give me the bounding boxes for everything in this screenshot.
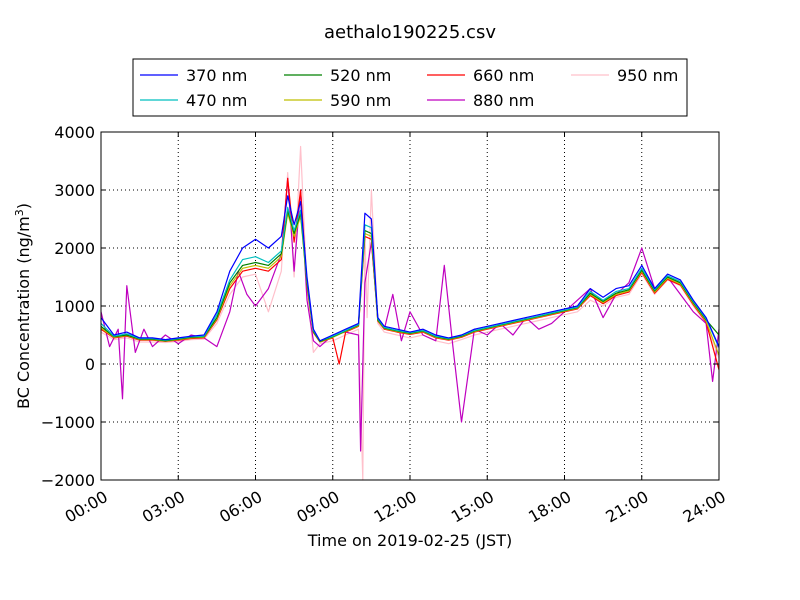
y-axis-label-text: BC Concentration (ng/m bbox=[14, 216, 33, 409]
legend-label: 370 nm bbox=[186, 66, 247, 85]
series-line-470-nm bbox=[100, 206, 720, 349]
legend-label: 590 nm bbox=[330, 91, 391, 110]
axis-ticks bbox=[100, 131, 720, 481]
legend: 370 nm 470 nm 520 nm 590 nm 660 nm 880 nm 950 … bbox=[132, 58, 688, 117]
y-tick-label: −2000 bbox=[41, 471, 95, 490]
legend-box bbox=[132, 58, 688, 117]
legend-label: 470 nm bbox=[186, 91, 247, 110]
legend-label: 880 nm bbox=[473, 91, 534, 110]
y-tick-label: −1000 bbox=[41, 413, 95, 432]
legend-label: 520 nm bbox=[330, 66, 391, 85]
legend-label: 950 nm bbox=[617, 66, 678, 85]
series-lines bbox=[100, 145, 720, 481]
series-line-950-nm bbox=[100, 145, 720, 481]
y-axis-label-superscript: 3 bbox=[13, 209, 26, 216]
y-tick-label: 3000 bbox=[54, 181, 95, 200]
x-axis-label: Time on 2019-02-25 (JST) bbox=[307, 531, 512, 550]
y-tick-label: 1000 bbox=[54, 297, 95, 316]
y-tick-label: 0 bbox=[85, 355, 95, 374]
legend-label: 660 nm bbox=[473, 66, 534, 85]
y-tick-label: 2000 bbox=[54, 239, 95, 258]
y-axis-label-tail: ) bbox=[14, 203, 33, 209]
chart-title: aethalo190225.csv bbox=[324, 22, 496, 43]
series-line-370-nm bbox=[100, 195, 720, 347]
y-tick-label: 4000 bbox=[54, 123, 95, 142]
y-tick-labels: 4000 3000 2000 1000 0 −1000 −2000 bbox=[41, 123, 95, 490]
y-axis-label: BC Concentration (ng/m3) bbox=[13, 203, 33, 409]
